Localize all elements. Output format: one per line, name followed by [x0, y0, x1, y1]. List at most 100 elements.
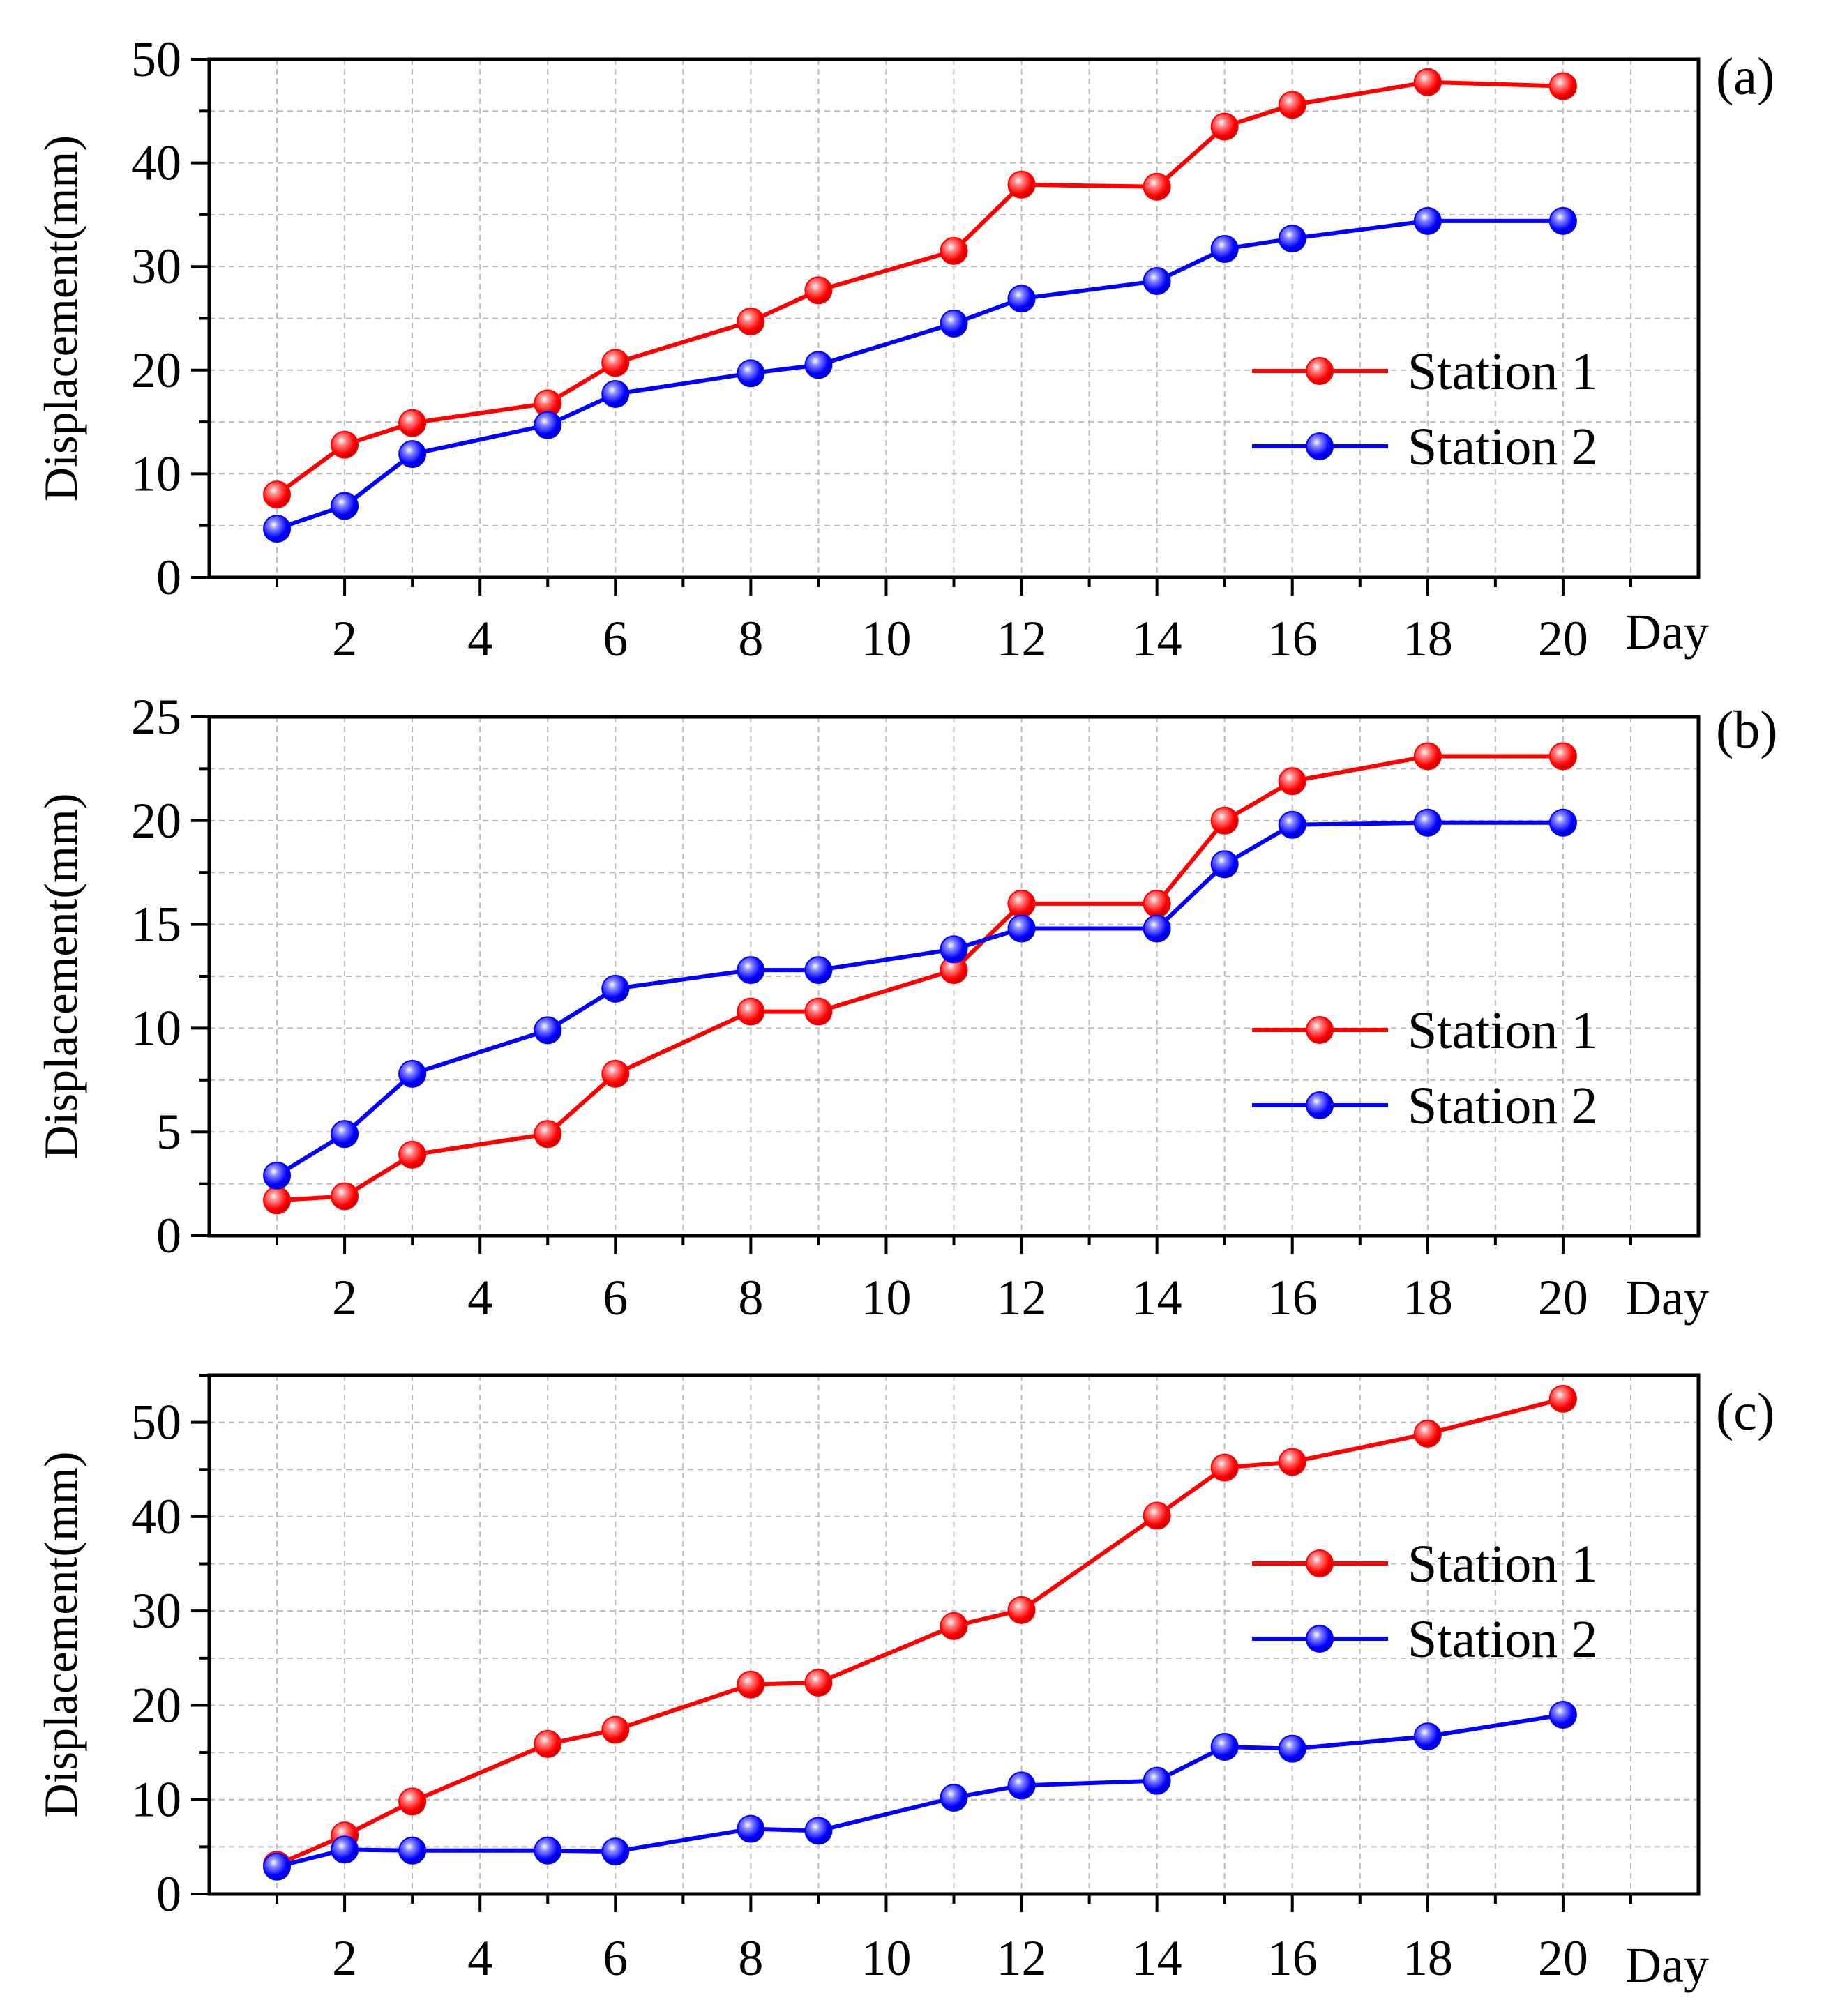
series-station-1 [263, 742, 1577, 1215]
data-point [1007, 170, 1036, 199]
data-point [940, 236, 968, 265]
x-tick-label: 4 [467, 1270, 492, 1326]
data-point [1143, 914, 1171, 943]
y-tick-label: 20 [131, 342, 181, 398]
y-tick-label: 30 [131, 1583, 181, 1639]
x-tick-label: 12 [997, 1930, 1047, 1986]
data-point [1143, 267, 1171, 296]
x-tick-label: 8 [738, 1930, 763, 1986]
data-point [737, 1670, 765, 1699]
series-line [276, 1713, 1564, 1869]
panel-b: 0 5 10 15 20 25 2 4 6 8 10 12 14 16 18 20 Displacement(m… [34, 689, 1778, 1326]
data-point [940, 309, 968, 338]
legend-label: Station 2 [1408, 418, 1597, 476]
x-tick-label: 16 [1267, 611, 1318, 667]
data-point [263, 1186, 292, 1215]
x-tick-label: 14 [1132, 1930, 1182, 1986]
data-point [1548, 1700, 1577, 1729]
x-tick-label: 6 [603, 1930, 628, 1986]
data-point [1548, 742, 1577, 771]
data-point [804, 1817, 833, 1845]
data-point [398, 1787, 427, 1816]
data-point [1278, 91, 1306, 119]
y-axis-title: Displacement(mm) [34, 135, 87, 501]
data-point [737, 997, 765, 1026]
data-point [263, 1852, 292, 1881]
data-point [1007, 914, 1036, 943]
data-point [601, 349, 630, 377]
x-tick-label: 16 [1267, 1270, 1318, 1326]
data-point [1007, 285, 1036, 313]
data-point [737, 956, 765, 985]
data-point [331, 492, 359, 520]
data-point [1143, 889, 1171, 918]
data-point [1548, 72, 1577, 100]
legend-entry: Station 2 [1252, 1077, 1597, 1135]
data-point [1210, 1453, 1239, 1482]
y-tick-label: 20 [131, 1677, 181, 1733]
data-point [1548, 206, 1577, 235]
legend-label: Station 2 [1408, 1610, 1597, 1669]
data-point [534, 1016, 562, 1045]
data-point [1278, 1734, 1306, 1763]
x-tick-label: 16 [1267, 1930, 1318, 1986]
x-tick-label: 2 [332, 1270, 357, 1326]
data-point [331, 1835, 359, 1864]
legend-marker [1306, 1625, 1334, 1653]
y-tick-label: 40 [131, 1489, 181, 1545]
data-point [601, 974, 630, 1003]
x-tick-label: 2 [332, 1930, 357, 1986]
legend-entry: Station 2 [1252, 418, 1597, 476]
panel-label: (b) [1716, 701, 1778, 759]
grid-lines [209, 59, 1698, 577]
data-point [398, 409, 427, 437]
legend-marker [1306, 357, 1334, 385]
y-tick-label: 20 [131, 793, 181, 849]
data-point [1413, 68, 1442, 96]
y-tick-label: 0 [156, 550, 181, 605]
data-point [1278, 225, 1306, 253]
data-point [1210, 112, 1239, 141]
data-point [1548, 1384, 1577, 1413]
series-line [276, 79, 1564, 497]
x-tick-label: 4 [467, 1930, 492, 1986]
x-tick-label: 8 [738, 1270, 763, 1326]
data-point [1413, 742, 1442, 771]
data-point [804, 351, 833, 379]
data-point [331, 430, 359, 459]
legend-marker [1306, 1549, 1334, 1577]
data-point [1143, 172, 1171, 201]
y-tick-label: 10 [131, 446, 181, 501]
legend-marker [1306, 432, 1334, 460]
data-point [534, 411, 562, 439]
data-point [263, 480, 292, 509]
data-point [737, 359, 765, 388]
legend-marker [1306, 1091, 1334, 1119]
data-point [1278, 767, 1306, 796]
series-line [276, 1396, 1564, 1867]
data-point [940, 935, 968, 964]
legend-label: Station 1 [1408, 1001, 1597, 1060]
x-tick-label: 6 [603, 1270, 628, 1326]
legend-entry: Station 1 [1252, 342, 1597, 401]
data-point [398, 1836, 427, 1865]
legend-marker [1306, 1016, 1334, 1044]
x-tick-label: 20 [1538, 611, 1588, 667]
data-point [263, 1161, 292, 1190]
x-tick-label: 20 [1538, 1270, 1588, 1326]
x-tick-label: 18 [1403, 1270, 1453, 1326]
data-point [601, 379, 630, 408]
x-tick-label: 18 [1403, 1930, 1453, 1986]
x-tick-label: 2 [332, 611, 357, 667]
x-tick-label: 14 [1132, 611, 1182, 667]
y-tick-label: 0 [156, 1208, 181, 1264]
legend-entry: Station 1 [1252, 1001, 1597, 1060]
y-tick-label: 5 [156, 1104, 181, 1160]
y-tick-label: 15 [131, 897, 181, 953]
data-point [1007, 889, 1036, 918]
x-tick-label: 18 [1403, 611, 1453, 667]
series-station-2 [263, 808, 1577, 1190]
series-line [276, 820, 1563, 1178]
y-tick-label: 40 [131, 135, 181, 191]
x-axis-title: Day [1625, 604, 1709, 660]
